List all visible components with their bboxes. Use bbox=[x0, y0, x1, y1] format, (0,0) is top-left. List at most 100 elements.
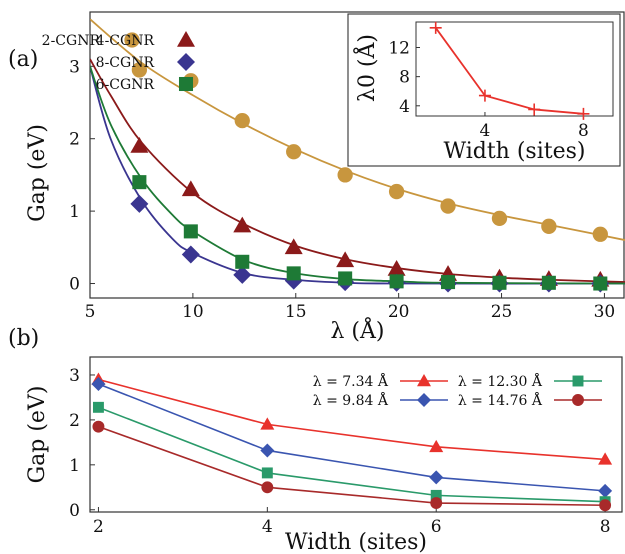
data-point-2-cgnr bbox=[440, 198, 456, 214]
legend-marker-b bbox=[417, 393, 431, 407]
data-point-b bbox=[260, 417, 275, 430]
data-point-b bbox=[92, 420, 105, 433]
data-point-6-cgnr bbox=[492, 275, 507, 290]
inset-y-tick-label: 4 bbox=[399, 97, 410, 117]
inset-series-line bbox=[434, 27, 584, 115]
data-point-4-cgnr bbox=[336, 251, 355, 268]
x-tick-label-b: 2 bbox=[93, 517, 104, 537]
data-point-4-cgnr bbox=[233, 216, 252, 233]
inset-data-point bbox=[577, 107, 590, 120]
x-tick-label-a: 30 bbox=[594, 302, 616, 322]
legend-label-b: λ = 7.34 Å bbox=[313, 372, 389, 390]
data-point-b bbox=[261, 481, 274, 494]
data-point-4-cgnr bbox=[284, 238, 303, 255]
y-tick-label-b: 1 bbox=[69, 456, 80, 476]
inset-frame-outer bbox=[347, 13, 621, 167]
legend-marker-b bbox=[572, 394, 584, 406]
y-axis-label-a: Gap (eV) bbox=[25, 124, 50, 222]
data-point-b bbox=[429, 470, 444, 485]
data-point-b bbox=[260, 443, 275, 458]
data-point-b bbox=[430, 489, 442, 501]
data-point-6-cgnr bbox=[286, 266, 301, 281]
series-line-b bbox=[98, 406, 606, 503]
data-point-6-cgnr bbox=[541, 275, 556, 290]
data-point-6-cgnr bbox=[389, 274, 404, 289]
series-line-b bbox=[98, 378, 606, 461]
legend-marker-b bbox=[417, 374, 431, 387]
inset-data-point bbox=[478, 89, 491, 102]
data-point-4-cgnr bbox=[130, 136, 149, 153]
data-point-4-cgnr bbox=[387, 260, 406, 276]
legend-marker-6-cgnr bbox=[178, 76, 194, 92]
data-point-8-cgnr bbox=[181, 245, 200, 264]
data-point-b bbox=[261, 467, 273, 479]
x-tick-label-a: 5 bbox=[85, 302, 96, 322]
data-point-6-cgnr bbox=[235, 254, 250, 269]
panel-b-label: (b) bbox=[8, 326, 39, 351]
data-point-8-cgnr bbox=[233, 265, 252, 284]
data-point-2-cgnr bbox=[491, 210, 508, 227]
legend-label-2-cgnr: 2-CGNR bbox=[42, 33, 101, 49]
y-tick-label-a: 1 bbox=[69, 202, 80, 222]
data-point-4-cgnr bbox=[181, 180, 200, 197]
y-tick-label-b: 2 bbox=[69, 411, 80, 431]
y-tick-label-a: 2 bbox=[69, 130, 80, 150]
x-axis-label-b: Width (sites) bbox=[285, 530, 427, 554]
data-point-2-cgnr bbox=[234, 112, 250, 129]
series-line-b bbox=[98, 383, 606, 492]
y-tick-label-b: 3 bbox=[69, 366, 80, 386]
inset-plot: 4 8 4 8 12 Width (sites) λ0 (Å) bbox=[347, 13, 621, 167]
data-point-2-cgnr bbox=[337, 167, 353, 183]
inset-y-tick-label: 12 bbox=[388, 39, 410, 59]
x-tick-label-b: 8 bbox=[600, 517, 611, 537]
plot-frame-b bbox=[89, 356, 623, 513]
legend-label-4-cgnr: 4-CGNR bbox=[96, 33, 155, 49]
x-tick-label-a: 15 bbox=[285, 302, 307, 322]
inset-x-tick-label: 8 bbox=[578, 121, 589, 141]
legend-marker-2-cgnr bbox=[124, 32, 140, 48]
y-tick-label-a: 0 bbox=[69, 275, 80, 295]
data-point-6-cgnr bbox=[183, 224, 198, 239]
inset-data-point bbox=[429, 21, 442, 34]
data-point-2-cgnr bbox=[592, 226, 608, 242]
plot-frame-a bbox=[89, 11, 625, 299]
inset-x-axis-label: Width (sites) bbox=[444, 139, 586, 164]
data-point-b bbox=[92, 401, 104, 413]
data-point-b bbox=[599, 499, 612, 512]
legend-marker-b bbox=[572, 375, 584, 387]
legend-label-b: λ = 9.84 Å bbox=[313, 391, 389, 409]
data-point-b bbox=[91, 376, 106, 391]
data-point-b bbox=[598, 483, 613, 498]
data-point-b bbox=[429, 439, 444, 453]
legend-marker-8-cgnr bbox=[177, 53, 195, 71]
data-point-2-cgnr bbox=[541, 218, 557, 234]
panel-a-label: (a) bbox=[8, 47, 38, 72]
data-point-b bbox=[598, 452, 613, 465]
series-line-b bbox=[98, 425, 606, 507]
legend-label-b: λ = 14.76 Å bbox=[458, 391, 543, 409]
x-axis-label-a: λ (Å) bbox=[331, 316, 385, 344]
x-tick-label-b: 6 bbox=[431, 517, 442, 537]
x-tick-label-a: 10 bbox=[182, 302, 204, 322]
data-point-2-cgnr bbox=[131, 62, 148, 78]
data-point-8-cgnr bbox=[130, 194, 149, 213]
y-tick-label-a: 3 bbox=[69, 57, 80, 77]
data-point-2-cgnr bbox=[286, 144, 302, 160]
inset-data-point bbox=[528, 103, 541, 116]
data-point-6-cgnr bbox=[132, 175, 147, 190]
legend-label-6-cgnr: 6-CGNR bbox=[96, 77, 155, 93]
legend-label-b: λ = 12.30 Å bbox=[458, 372, 543, 390]
inset-y-tick-label: 8 bbox=[399, 68, 410, 88]
data-point-6-cgnr bbox=[441, 275, 456, 290]
inset-x-tick-label: 4 bbox=[480, 121, 491, 141]
x-tick-label-b: 4 bbox=[262, 517, 273, 537]
y-tick-label-b: 0 bbox=[69, 501, 80, 521]
x-tick-label-a: 25 bbox=[491, 302, 513, 322]
x-tick-label-a: 20 bbox=[388, 302, 410, 322]
data-point-2-cgnr bbox=[388, 183, 405, 200]
data-point-6-cgnr bbox=[338, 271, 353, 286]
legend-marker-4-cgnr bbox=[177, 31, 195, 47]
